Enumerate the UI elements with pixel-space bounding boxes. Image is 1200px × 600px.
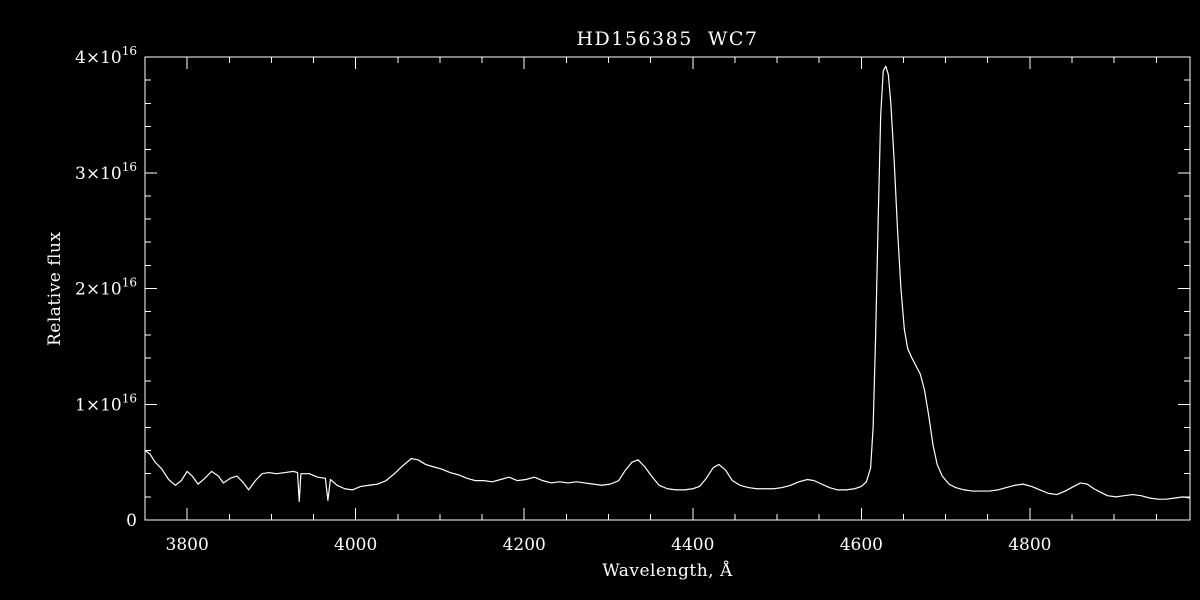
x-tick-label: 4400 <box>671 535 714 555</box>
x-tick-label: 4800 <box>1008 535 1051 555</box>
x-tick-label: 4600 <box>840 535 883 555</box>
axis-ticks <box>145 56 1190 521</box>
y-tick-label: 3×1016 <box>75 160 137 184</box>
x-tick-label: 3800 <box>166 535 209 555</box>
chart-title: HD156385 WC7 <box>576 28 759 50</box>
y-tick-label: 1×1016 <box>75 391 137 415</box>
x-tick-label: 4000 <box>334 535 377 555</box>
y-tick-label: 0 <box>126 511 137 531</box>
y-tick-label: 2×1016 <box>75 276 137 300</box>
y-tick-label: 4×1016 <box>75 44 137 68</box>
x-tick-label: 4200 <box>503 535 546 555</box>
plot-border <box>144 56 1191 521</box>
spectrum-line <box>144 65 1191 503</box>
x-axis-title: Wavelength, Å <box>602 561 733 581</box>
